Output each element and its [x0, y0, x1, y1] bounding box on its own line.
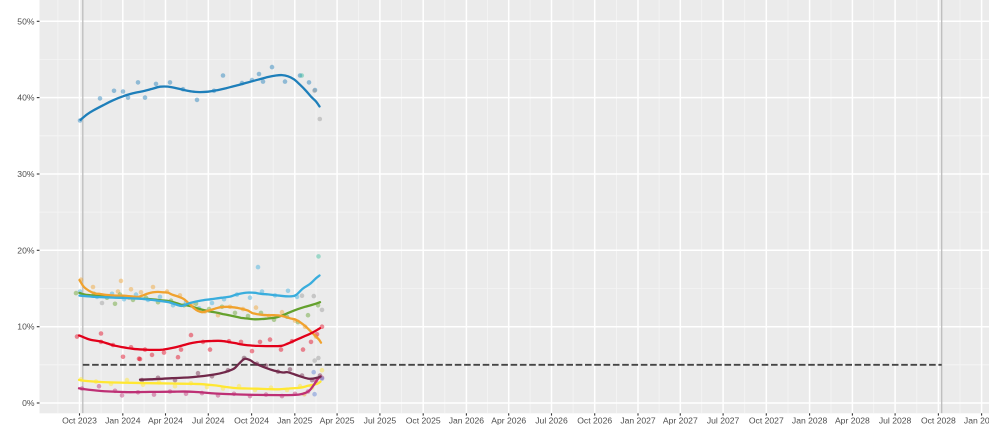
- svg-text:Apr 2028: Apr 2028: [835, 415, 870, 425]
- svg-text:Jan 2024: Jan 2024: [105, 415, 141, 425]
- svg-text:0%: 0%: [22, 398, 35, 408]
- svg-text:Jan 2029: Jan 2029: [964, 415, 989, 425]
- svg-text:Oct 2024: Oct 2024: [234, 415, 269, 425]
- svg-text:50%: 50%: [17, 16, 35, 26]
- svg-text:40%: 40%: [17, 93, 35, 103]
- svg-text:Apr 2025: Apr 2025: [320, 415, 355, 425]
- svg-text:Oct 2026: Oct 2026: [577, 415, 612, 425]
- svg-text:Jul 2025: Jul 2025: [364, 415, 397, 425]
- svg-text:30%: 30%: [17, 169, 35, 179]
- svg-text:Oct 2023: Oct 2023: [62, 415, 97, 425]
- svg-text:Apr 2027: Apr 2027: [663, 415, 698, 425]
- svg-text:Apr 2026: Apr 2026: [491, 415, 526, 425]
- svg-text:Apr 2024: Apr 2024: [148, 415, 183, 425]
- svg-text:Oct 2027: Oct 2027: [749, 415, 784, 425]
- svg-text:Oct 2028: Oct 2028: [921, 415, 956, 425]
- svg-text:Jan 2027: Jan 2027: [620, 415, 656, 425]
- svg-text:Jul 2026: Jul 2026: [535, 415, 568, 425]
- svg-text:Jan 2025: Jan 2025: [277, 415, 313, 425]
- svg-text:20%: 20%: [17, 245, 35, 255]
- svg-text:Jan 2028: Jan 2028: [792, 415, 828, 425]
- svg-text:Jan 2026: Jan 2026: [449, 415, 485, 425]
- svg-text:Jul 2027: Jul 2027: [707, 415, 740, 425]
- svg-text:Oct 2025: Oct 2025: [406, 415, 441, 425]
- svg-text:Jul 2028: Jul 2028: [879, 415, 912, 425]
- svg-text:10%: 10%: [17, 322, 35, 332]
- svg-text:Jul 2024: Jul 2024: [192, 415, 225, 425]
